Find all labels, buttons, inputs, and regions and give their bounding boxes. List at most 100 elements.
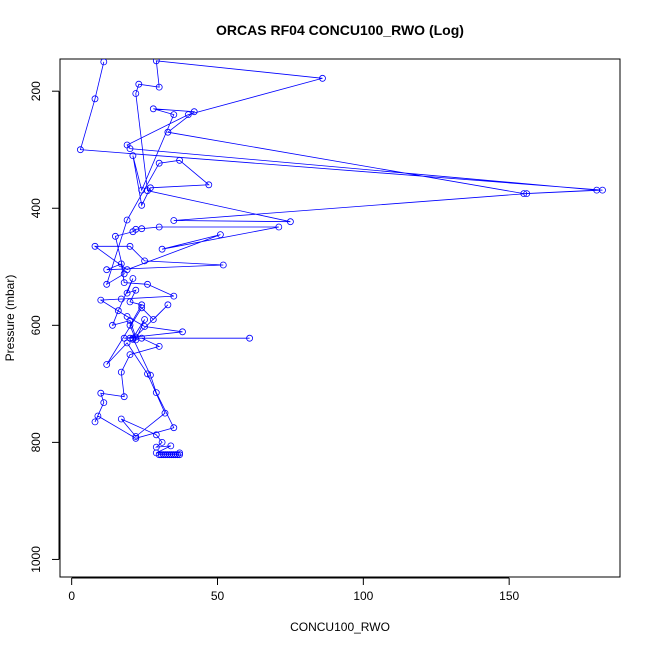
data-point xyxy=(164,301,172,309)
data-point xyxy=(216,231,224,239)
data-point xyxy=(205,181,213,189)
data-point xyxy=(135,80,143,88)
plot-area-frame xyxy=(59,58,621,578)
data-point xyxy=(155,83,163,91)
data-point xyxy=(219,261,227,269)
data-point xyxy=(103,266,111,274)
data-point xyxy=(91,418,99,426)
series-line xyxy=(79,60,603,454)
x-axis-label: CONCU100_RWO xyxy=(290,620,390,634)
data-point xyxy=(138,186,146,194)
data-point xyxy=(77,146,84,154)
data-point xyxy=(117,368,125,376)
data-point xyxy=(164,128,172,136)
data-point xyxy=(141,323,149,330)
x-tick-label: 50 xyxy=(211,589,225,603)
data-point xyxy=(152,431,160,439)
data-point xyxy=(94,412,102,420)
data-point xyxy=(126,351,134,359)
data-point xyxy=(126,317,134,325)
data-point xyxy=(170,424,178,432)
data-point xyxy=(100,399,108,407)
data-point xyxy=(97,389,105,397)
data-point xyxy=(138,301,146,309)
data-point xyxy=(100,59,108,66)
data-point xyxy=(132,434,140,442)
data-point xyxy=(286,218,294,226)
data-point xyxy=(123,266,131,274)
y-tick-label: 800 xyxy=(29,432,43,452)
data-point xyxy=(129,335,137,343)
y-axis: 200 400 600 800 1000 xyxy=(29,81,60,573)
data-point xyxy=(126,321,134,329)
data-point xyxy=(161,409,169,417)
data-point xyxy=(138,304,146,312)
data-point xyxy=(109,321,116,329)
data-point xyxy=(152,389,160,397)
data-point xyxy=(155,159,163,167)
data-point xyxy=(246,334,254,342)
data-point xyxy=(123,339,131,347)
x-tick-label: 100 xyxy=(353,589,373,603)
data-point xyxy=(319,74,326,82)
data-point xyxy=(176,449,184,457)
data-point xyxy=(103,361,111,368)
data-point xyxy=(132,336,140,344)
data-point xyxy=(132,286,140,294)
data-point xyxy=(155,223,163,231)
data-point xyxy=(190,108,198,116)
data-point xyxy=(146,371,154,379)
data-point xyxy=(103,280,111,288)
data-point xyxy=(176,451,184,459)
y-tick-label: 200 xyxy=(29,81,43,101)
data-point xyxy=(179,328,186,336)
data-point xyxy=(184,111,192,118)
data-point xyxy=(170,217,178,224)
data-point xyxy=(158,438,166,446)
data-point xyxy=(138,225,146,233)
data-point xyxy=(120,279,128,287)
data-point xyxy=(138,201,146,209)
data-point xyxy=(141,316,149,323)
data-point xyxy=(523,190,531,198)
data-point xyxy=(126,242,134,250)
data-point xyxy=(112,232,119,240)
data-point xyxy=(141,257,149,265)
series-points xyxy=(77,59,606,459)
y-axis-label: Pressure (mbar) xyxy=(3,275,17,362)
data-point xyxy=(123,289,131,297)
y-tick-label: 600 xyxy=(29,315,43,335)
data-point xyxy=(117,260,125,268)
data-point xyxy=(176,156,184,164)
y-tick-label: 1000 xyxy=(29,546,43,573)
data-point xyxy=(91,95,99,103)
data-point xyxy=(170,292,178,300)
data-point xyxy=(155,342,163,350)
data-point xyxy=(91,242,99,250)
data-point xyxy=(158,245,166,253)
data-point xyxy=(275,223,283,231)
data-point xyxy=(520,190,528,198)
data-point xyxy=(132,433,140,440)
data-point xyxy=(126,145,134,153)
chart-title: ORCAS RF04 CONCU100_RWO (Log) xyxy=(216,22,464,38)
data-point xyxy=(114,307,122,315)
x-tick-label: 0 xyxy=(68,589,75,603)
data-point xyxy=(132,90,140,97)
x-tick-label: 150 xyxy=(499,589,519,603)
data-point xyxy=(170,111,178,118)
data-point xyxy=(120,393,128,401)
data-point xyxy=(149,316,157,323)
data-point xyxy=(172,451,179,459)
data-point xyxy=(123,216,131,224)
data-point xyxy=(174,451,181,459)
data-point xyxy=(149,105,157,113)
data-point xyxy=(129,152,137,160)
data-point xyxy=(97,296,105,304)
data-point xyxy=(152,59,160,65)
x-axis: 0 50 100 150 xyxy=(68,577,519,603)
data-point xyxy=(129,275,137,282)
data-point xyxy=(593,186,601,194)
